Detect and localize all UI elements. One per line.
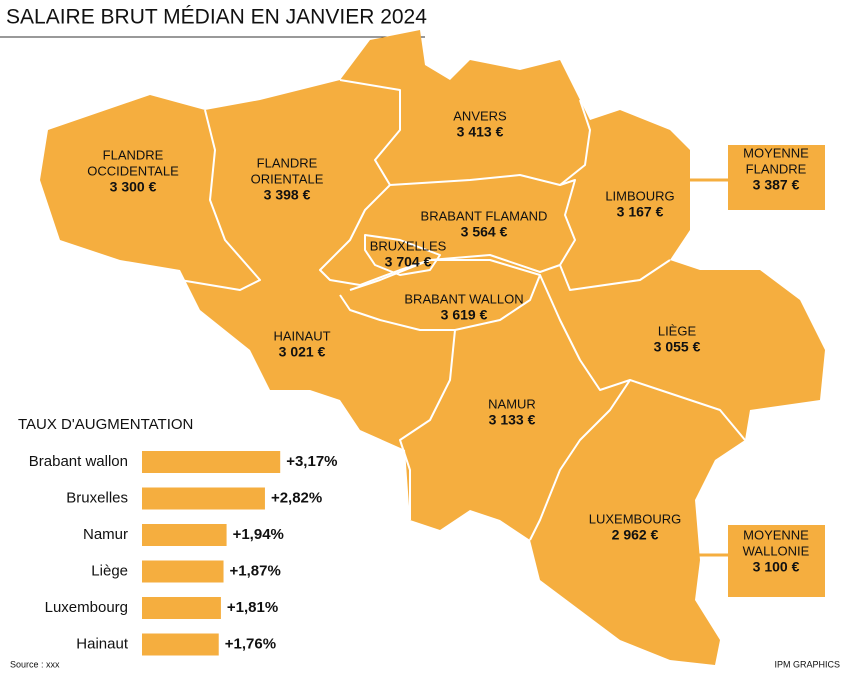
value-label: +1,76% (225, 635, 276, 652)
category-label: Hainaut (76, 635, 129, 652)
region-name: ANVERS (453, 108, 507, 123)
region-name: LUXEMBOURG (589, 511, 681, 526)
value-label: +1,94% (233, 526, 284, 543)
region-value: 3 133 € (489, 412, 536, 428)
map (40, 30, 825, 665)
region-value: 3 100 € (753, 559, 800, 575)
category-label: Brabant wallon (29, 453, 128, 470)
region-value: 3 413 € (457, 124, 504, 140)
bar (142, 597, 221, 619)
region-name: WALLONIE (743, 543, 810, 558)
region-value: 3 167 € (617, 204, 664, 220)
title: SALAIRE BRUT MÉDIAN EN JANVIER 2024 (6, 6, 427, 29)
source: Source : xxx (10, 659, 60, 669)
region-name: MOYENNE (743, 527, 809, 542)
region-value: 3 021 € (279, 344, 326, 360)
credit: IPM GRAPHICS (774, 659, 840, 669)
border (559, 99, 591, 186)
border (339, 259, 541, 331)
value-label: +3,17% (286, 453, 337, 470)
region-name: BRUXELLES (370, 238, 447, 253)
border (399, 329, 456, 520)
border (319, 174, 576, 286)
region-value: 2 962 € (612, 527, 659, 543)
region-value: 3 619 € (441, 307, 488, 323)
region-value: 3 704 € (385, 254, 432, 270)
region-name: BRABANT FLAMAND (421, 208, 548, 223)
region-name: LIÈGE (658, 323, 697, 338)
belgium-outline (40, 30, 825, 665)
bar (142, 633, 219, 656)
border (339, 79, 401, 186)
border (529, 379, 631, 541)
region-value: 3 398 € (264, 187, 311, 203)
bar (142, 451, 281, 473)
category-label: Bruxelles (66, 489, 128, 506)
value-label: +2,82% (271, 489, 322, 506)
border (364, 234, 441, 276)
value-label: +1,87% (230, 562, 281, 579)
border (179, 109, 261, 291)
region-name: ORIENTALE (251, 171, 324, 186)
region-name: FLANDRE (257, 155, 318, 170)
value-label: +1,81% (227, 599, 278, 616)
region-name: FLANDRE (746, 161, 807, 176)
region-name: FLANDRE (103, 147, 164, 162)
category-label: Liège (91, 562, 128, 579)
region-name: BRABANT WALLON (404, 291, 523, 306)
average-box (728, 145, 825, 210)
category-label: Namur (83, 526, 128, 543)
region-name: OCCIDENTALE (87, 163, 179, 178)
region-value: 3 564 € (461, 224, 508, 240)
region-name: NAMUR (488, 396, 536, 411)
chart-title: TAUX D'AUGMENTATION (18, 416, 193, 433)
border (559, 259, 671, 291)
region-name: MOYENNE (743, 145, 809, 160)
category-label: Luxembourg (45, 599, 128, 616)
bar (142, 524, 227, 546)
region-value: 3 387 € (753, 177, 800, 193)
region-name: LIMBOURG (605, 188, 674, 203)
region-value: 3 300 € (110, 179, 157, 195)
region-value: 3 055 € (654, 339, 701, 355)
bar (142, 487, 265, 510)
average-box (728, 525, 825, 597)
bar (142, 560, 224, 583)
region-name: HAINAUT (273, 328, 330, 343)
